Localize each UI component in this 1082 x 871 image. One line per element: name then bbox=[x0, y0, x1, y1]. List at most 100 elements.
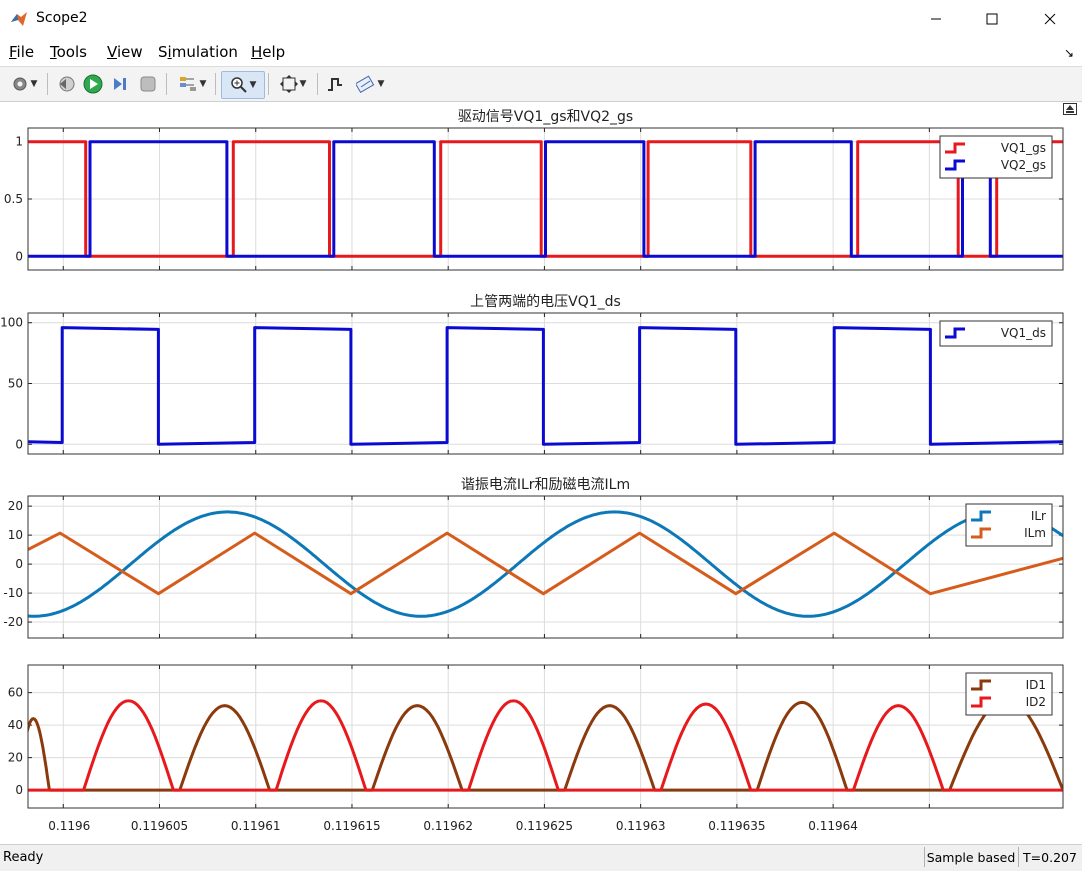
axes-border bbox=[27, 127, 1064, 271]
zoom-in-button[interactable]: ▼ bbox=[221, 71, 265, 99]
series-id2-line bbox=[28, 699, 1063, 792]
legend-label: ILm bbox=[1024, 526, 1046, 540]
gear-icon bbox=[13, 77, 27, 91]
panel-title: 谐振电流ILr和励磁电流ILm bbox=[461, 477, 630, 493]
measurements-icon bbox=[355, 75, 374, 93]
series-vq1-gs-line bbox=[28, 140, 1063, 258]
x-tick-label: 0.11961 bbox=[231, 819, 281, 833]
axes-border bbox=[27, 312, 1064, 455]
y-tick-label: 0 bbox=[15, 557, 23, 571]
signal-selector-icon bbox=[179, 77, 196, 91]
series-group bbox=[28, 510, 1063, 618]
legend-label: ID2 bbox=[1026, 695, 1046, 709]
legend-label: VQ1_gs bbox=[1001, 141, 1046, 155]
y-tick-label: 50 bbox=[8, 377, 23, 391]
minimize-icon bbox=[931, 18, 941, 20]
close-button[interactable] bbox=[1022, 0, 1078, 38]
legend-label: VQ1_ds bbox=[1001, 326, 1046, 340]
step-back-button[interactable] bbox=[54, 71, 78, 97]
legend-swatch-id1 bbox=[971, 679, 991, 691]
y-tick-label: 100 bbox=[0, 316, 23, 330]
maximize-icon bbox=[986, 13, 998, 25]
x-tick-label: 0.119625 bbox=[516, 819, 573, 833]
signal-selector-button[interactable]: ▼ bbox=[173, 71, 211, 97]
triggers-icon bbox=[328, 78, 342, 91]
legend-label: ILr bbox=[1031, 509, 1046, 523]
sample-mode-indicator: Sample based bbox=[924, 847, 1017, 867]
x-tick-label: 0.11963 bbox=[616, 819, 666, 833]
y-tick-label: 0.5 bbox=[4, 192, 23, 206]
menu-bar: File Tools View Simulation Help ↘ bbox=[0, 38, 1082, 67]
x-tick-label: 0.11962 bbox=[423, 819, 473, 833]
scope-plot-area: 0 0.5 1 驱动信号VQ1_gs和VQ2_gs VQ1_gs VQ2_gs 0 50 100… bbox=[0, 102, 1082, 844]
run-button[interactable] bbox=[81, 71, 105, 97]
legend: VQ1_gs VQ2_gs bbox=[939, 135, 1053, 179]
zoom-in-icon bbox=[230, 77, 247, 93]
menu-simulation[interactable]: Simulation bbox=[158, 43, 238, 61]
y-tick-label: -20 bbox=[3, 615, 23, 629]
panel-title: 上管两端的电压VQ1_ds bbox=[470, 294, 621, 310]
legend-swatch-id2 bbox=[971, 696, 991, 708]
axes-background bbox=[28, 496, 1063, 638]
legend: ILr ILm bbox=[965, 503, 1053, 547]
series-vq2-gs-line bbox=[28, 140, 1063, 258]
axes-background bbox=[28, 665, 1063, 808]
stop-icon bbox=[140, 76, 156, 92]
maximize-button[interactable] bbox=[964, 0, 1020, 38]
config-properties-button[interactable]: ▼ bbox=[5, 71, 43, 97]
legend-label: ID1 bbox=[1026, 678, 1046, 692]
step-forward-icon bbox=[114, 78, 126, 90]
stop-button[interactable] bbox=[136, 71, 160, 97]
scope-panel-1: 0 0.5 1 驱动信号VQ1_gs和VQ2_gs VQ1_gs VQ2_gs bbox=[4, 109, 1064, 271]
x-tick-label: 0.11964 bbox=[808, 819, 858, 833]
series-group bbox=[28, 697, 1063, 792]
legend: VQ1_ds bbox=[939, 320, 1053, 347]
series-group bbox=[28, 326, 1063, 446]
y-tick-label: 1 bbox=[15, 135, 23, 149]
menu-help[interactable]: Help bbox=[251, 43, 286, 61]
undock-arrow-icon[interactable]: ↘ bbox=[1063, 46, 1074, 60]
status-text: Ready bbox=[3, 850, 44, 865]
axes-border bbox=[27, 495, 1064, 639]
window-title: Scope2 bbox=[36, 10, 88, 26]
legend-swatch-vq1-ds bbox=[945, 327, 965, 339]
menu-tools[interactable]: Tools bbox=[50, 43, 87, 61]
x-tick-label: 0.119635 bbox=[708, 819, 765, 833]
x-tick-label: 0.119605 bbox=[131, 819, 188, 833]
minimize-button[interactable] bbox=[908, 0, 964, 38]
series-ilm-line bbox=[28, 531, 1063, 596]
x-tick-label: 0.119615 bbox=[323, 819, 380, 833]
y-tick-label: 0 bbox=[15, 783, 23, 797]
y-tick-label: 0 bbox=[15, 437, 23, 451]
scope-plots: 00.51驱动信号VQ1_gs和VQ2_gsVQ1_gsVQ2_gs050100… bbox=[0, 109, 1064, 833]
y-tick-label: 10 bbox=[8, 528, 23, 542]
series-vq1-ds-line bbox=[28, 326, 1063, 446]
scope-panel-2: 0 50 100 上管两端的电压VQ1_ds VQ1_ds bbox=[0, 294, 1064, 455]
title-bar: Scope2 bbox=[0, 0, 1082, 38]
panel-title: 驱动信号VQ1_gs和VQ2_gs bbox=[458, 109, 633, 125]
fit-to-view-button[interactable]: ▼ bbox=[273, 71, 313, 97]
axes-border bbox=[27, 664, 1064, 809]
step-forward-button[interactable] bbox=[108, 71, 132, 97]
measurements-button[interactable]: ▼ bbox=[350, 71, 390, 97]
simulation-time: T=0.207 bbox=[1018, 847, 1081, 867]
scope-panel-3: -20 -10 0 10 20 谐振电流ILr和励磁电流ILm ILr ILm bbox=[3, 477, 1064, 639]
toolbar: ▼ ▼ ▼ ▼ ▼ bbox=[0, 67, 1082, 102]
triggers-button[interactable] bbox=[322, 71, 348, 97]
x-tick-label: 0.1196 bbox=[48, 819, 90, 833]
y-tick-label: 0 bbox=[15, 249, 23, 263]
menu-file[interactable]: File bbox=[9, 43, 35, 61]
legend-box bbox=[939, 320, 1053, 347]
series-group bbox=[28, 140, 1063, 258]
menu-view[interactable]: View bbox=[107, 43, 143, 61]
series-ilr-line bbox=[28, 510, 1063, 618]
y-tick-label: -10 bbox=[3, 586, 23, 600]
restore-layout-icon[interactable] bbox=[1063, 103, 1077, 115]
run-icon bbox=[83, 74, 103, 94]
fit-to-view-icon bbox=[279, 75, 298, 93]
legend-swatch-vq1-gs bbox=[945, 142, 965, 154]
legend-label: VQ2_gs bbox=[1001, 158, 1046, 172]
y-tick-label: 20 bbox=[8, 499, 23, 513]
legend-swatch-vq2-gs bbox=[945, 159, 965, 171]
